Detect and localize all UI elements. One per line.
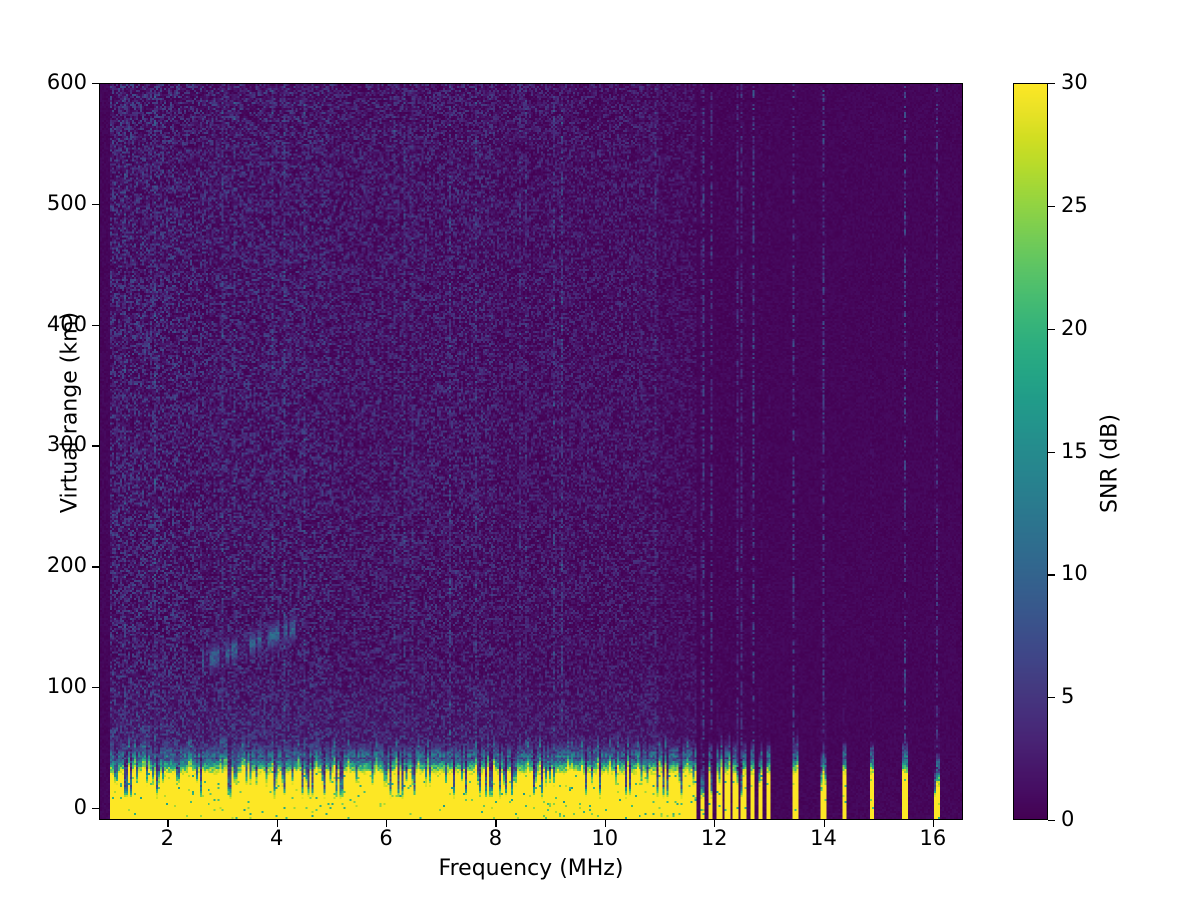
y-tick-label: 100 [46, 674, 87, 699]
x-tick-mark [386, 820, 388, 827]
x-tick-mark [932, 820, 935, 827]
x-tick-label: 10 [591, 826, 619, 850]
x-tick-mark [167, 820, 169, 827]
x-tick-label: 8 [488, 826, 503, 850]
colorbar-tick-label: 0 [1061, 807, 1075, 831]
x-tick-label: 2 [160, 826, 175, 850]
x-tick-label: 6 [379, 826, 393, 850]
x-tick-label: 4 [270, 826, 284, 850]
y-tick-label: 300 [46, 432, 87, 457]
colorbar-tick-mark [1048, 820, 1055, 822]
x-tick-mark [276, 820, 279, 827]
y-tick-mark [92, 445, 99, 447]
ionogram-heatmap [100, 84, 962, 819]
x-axis-label: Frequency (MHz) [438, 856, 624, 881]
colorbar-label: SNR (dB) [1097, 414, 1123, 513]
x-tick-label: 12 [700, 826, 728, 850]
y-tick-mark [92, 807, 99, 810]
y-tick-mark [92, 324, 99, 326]
colorbar-tick-label: 10 [1061, 561, 1088, 586]
x-tick-mark [714, 820, 716, 827]
y-tick-label: 600 [46, 70, 87, 94]
y-tick-label: 200 [46, 553, 87, 578]
colorbar-tick-mark [1048, 574, 1055, 576]
colorbar-gradient [1014, 84, 1047, 819]
y-tick-label: 500 [46, 190, 87, 215]
colorbar-tick-label: 30 [1061, 70, 1088, 94]
y-tick-label: 0 [73, 794, 87, 819]
x-tick-label: 14 [810, 826, 837, 850]
colorbar-tick-mark [1048, 328, 1055, 330]
colorbar-tick-label: 5 [1061, 684, 1075, 709]
x-tick-mark [823, 820, 825, 827]
colorbar-tick-mark [1048, 83, 1055, 85]
x-tick-mark [604, 820, 607, 827]
colorbar[interactable] [1013, 83, 1048, 820]
y-tick-mark [92, 566, 99, 568]
colorbar-tick-label: 25 [1061, 192, 1088, 217]
x-tick-mark [495, 820, 497, 827]
ionogram-axes[interactable] [99, 83, 963, 820]
colorbar-tick-label: 15 [1061, 438, 1088, 463]
x-tick-label: 16 [919, 826, 947, 850]
y-tick-mark [92, 687, 99, 689]
colorbar-tick-label: 20 [1061, 315, 1088, 340]
y-tick-mark [92, 83, 99, 85]
y-tick-label: 400 [46, 311, 87, 336]
colorbar-tick-mark [1048, 205, 1055, 208]
colorbar-tick-mark [1048, 697, 1055, 699]
colorbar-tick-mark [1048, 451, 1055, 453]
y-axis-label: Virtual range (km) [57, 311, 83, 514]
y-tick-mark [92, 203, 99, 206]
